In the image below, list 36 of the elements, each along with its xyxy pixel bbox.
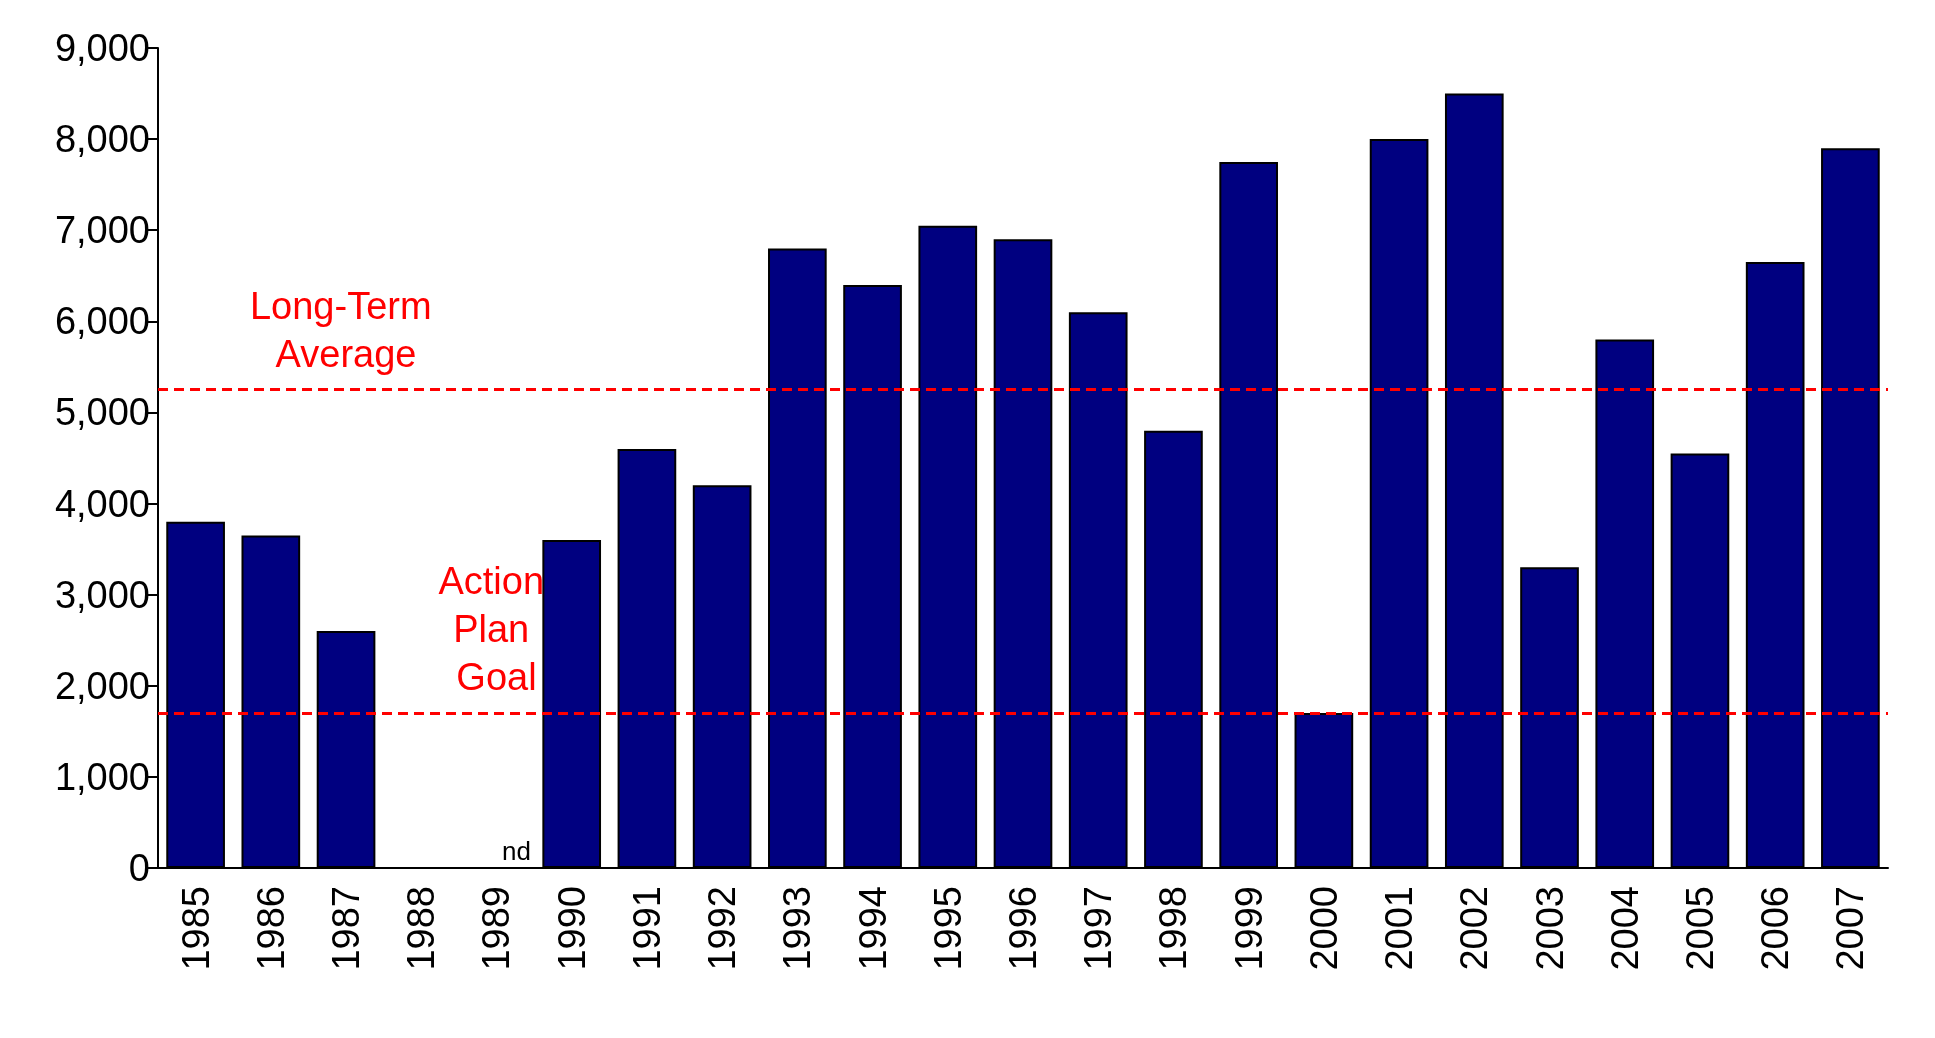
y-tick-label: 0 [128,847,150,889]
x-tick-label: 2004 [1603,886,1646,971]
y-tick-label: 5,000 [54,391,150,434]
y-tick-label: 8,000 [54,118,150,161]
x-tick-label: 2003 [1528,886,1571,971]
x-tick-label: 1988 [400,886,443,971]
x-tick-label: 1998 [1152,886,1195,971]
x-tick-label: 2002 [1453,886,1496,971]
y-tick-label: 1,000 [54,755,150,798]
ref-line-label: Long-Term Average [249,284,443,375]
x-tick-label: 1986 [249,886,292,971]
y-tick-label: 9,000 [54,27,150,69]
x-tick-label: 1997 [1077,886,1120,971]
x-tick-label: 1993 [776,886,819,971]
x-tick-label: 1992 [701,886,744,971]
x-tick-label: 1990 [550,886,593,971]
x-tick-label: 1989 [475,886,518,971]
x-tick-label: 1985 [174,886,217,971]
x-tick-label: 2007 [1829,886,1872,971]
y-tick-label: 2,000 [54,664,150,707]
x-tick-label: 1996 [1002,886,1044,971]
x-tick-label: 2005 [1678,886,1721,971]
ref-line-label: Action Plan Goal [438,560,555,699]
y-tick-label: 4,000 [54,482,150,525]
y-tick-label: 3,000 [54,573,150,616]
x-tick-label: 2000 [1302,886,1345,971]
y-tick-label: 7,000 [54,209,150,252]
x-tick-label: 1999 [1227,886,1270,971]
x-tick-label: 2006 [1754,886,1797,971]
x-tick-label: 1987 [325,886,368,971]
x-tick-label: 2001 [1378,886,1421,971]
annotation: nd [502,836,531,866]
x-tick-label: 1994 [851,886,894,971]
y-tick-label: 6,000 [54,300,150,343]
x-tick-label: 1995 [926,886,969,971]
x-tick-label: 1991 [625,886,668,971]
